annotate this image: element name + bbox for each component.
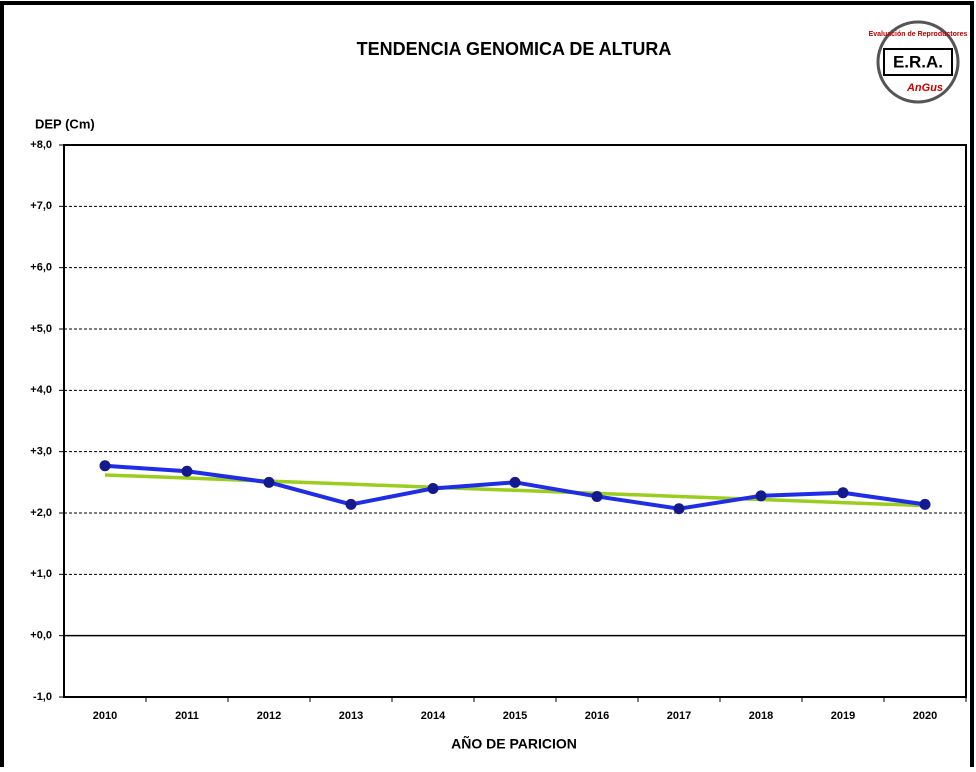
x-tick-label: 2014 [421,710,446,722]
x-tick-label: 2012 [257,710,281,722]
x-tick-label: 2019 [831,710,855,722]
x-tick-label: 2018 [749,710,773,722]
x-tick-label: 2010 [93,710,117,722]
logo-middle: E.R.A. [893,52,943,71]
y-tick-label: +0,0 [30,630,52,642]
point [99,460,111,472]
logo-bottom: AnGus [906,82,943,94]
x-tick-label: 2017 [667,710,691,722]
x-axis-label: AÑO DE PARICION [451,735,577,752]
y-tick-label: +8,0 [30,139,52,151]
point [427,482,439,494]
y-tick-label: +2,0 [30,507,52,519]
x-tick-label: 2020 [913,710,937,722]
point [181,465,193,477]
y-tick-label: +4,0 [30,384,52,396]
logo: Evaluación de Reproductores E.R.A. AnGus [869,20,968,104]
plot-frame [63,144,967,698]
point [263,476,275,488]
y-tick-label: +1,0 [30,568,52,580]
point [919,498,931,510]
x-tick-label: 2013 [339,710,363,722]
point [837,487,849,499]
y-tick-label: +3,0 [30,446,52,458]
point [673,503,685,515]
logo-top: Evaluación de Reproductores [869,31,968,38]
point [591,490,603,502]
point [345,498,357,510]
y-axis-label: DEP (Cm) [35,116,95,131]
chart-title: TENDENCIA GENOMICA DE ALTURA [357,39,672,59]
x-tick-label: 2011 [175,710,199,722]
x-tick-label: 2015 [503,710,527,722]
x-tick-label: 2016 [585,710,609,722]
y-tick-label: +7,0 [30,200,52,212]
y-tick-label: +5,0 [30,323,52,335]
point [509,476,521,488]
logo-box [883,48,953,76]
y-tick-label: -1,0 [33,691,52,703]
y-tick-label: +6,0 [30,262,52,274]
point [755,490,767,502]
